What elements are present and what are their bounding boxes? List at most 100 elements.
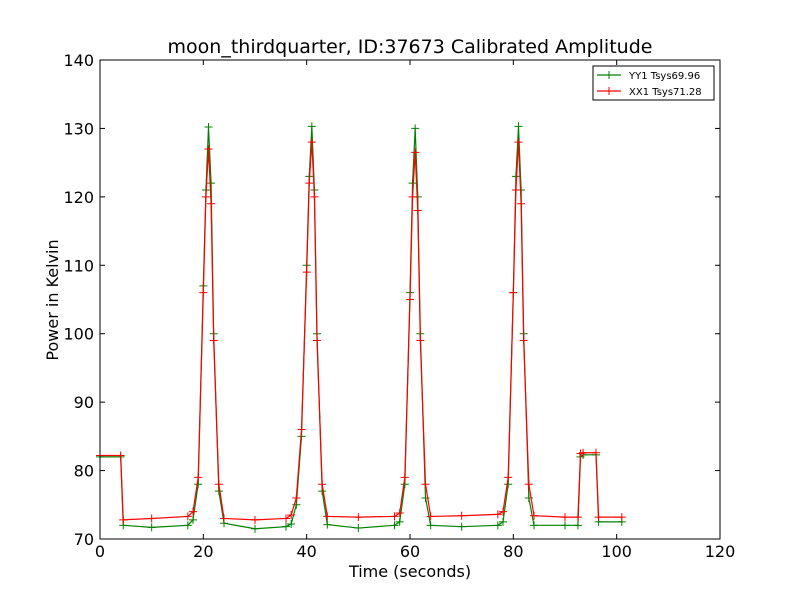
data-point: [297, 425, 306, 434]
data-point: [183, 521, 192, 530]
series-line: [100, 126, 622, 530]
data-point: [524, 480, 533, 489]
legend-marker: [605, 87, 613, 95]
data-point: [592, 448, 600, 457]
data-point: [395, 517, 404, 526]
data-point: [411, 148, 420, 157]
data-point: [579, 448, 588, 457]
y-tick-label: 70: [74, 530, 94, 549]
data-point: [413, 206, 422, 215]
data-point: [493, 521, 502, 530]
y-tick-label: 120: [63, 188, 94, 207]
data-point: [511, 186, 520, 195]
data-point: [209, 336, 218, 345]
legend: YY1 Tsys69.96 XX1 Tsys71.28: [592, 65, 715, 101]
x-axis-label: Time (seconds): [348, 562, 471, 581]
legend-box: [592, 65, 715, 101]
data-point: [307, 138, 316, 147]
y-tick-label: 130: [63, 119, 94, 138]
data-point: [183, 512, 192, 521]
chart-title: moon_thirdquarter, ID:37673 Calibrated A…: [168, 36, 653, 58]
data-point: [220, 514, 228, 523]
legend-marker: [605, 71, 613, 79]
x-tick-label: 40: [296, 542, 316, 561]
series-1: [96, 138, 626, 524]
data-point: [354, 513, 363, 522]
data-point: [116, 451, 125, 460]
data-point: [204, 123, 213, 132]
data-point: [318, 480, 327, 489]
data-point: [499, 507, 507, 516]
data-point: [411, 124, 420, 133]
plot-frame: [99, 59, 721, 540]
data-point: [323, 520, 332, 529]
y-tick-label: 80: [74, 462, 94, 481]
y-tick-label: 100: [63, 325, 94, 344]
data-point: [318, 487, 327, 496]
data-point: [147, 514, 156, 523]
data-point: [517, 199, 526, 208]
axis-ticks: 0 20 40 60 80 100 120 70 80 90 100 110 120 130 140: [63, 51, 735, 561]
data-point: [194, 473, 203, 482]
data-point: [617, 513, 626, 522]
series-0: [96, 122, 626, 533]
data-point: [561, 521, 569, 530]
data-point: [499, 517, 507, 526]
data-point: [514, 138, 523, 147]
data-point: [426, 521, 435, 530]
data-point: [310, 192, 319, 201]
data-point: [504, 480, 513, 489]
data-point: [530, 521, 538, 530]
data-point: [416, 336, 425, 345]
data-point: [189, 507, 197, 516]
data-point: [302, 268, 311, 277]
data-point: [561, 513, 569, 522]
data-point: [207, 179, 216, 188]
y-tick-label: 90: [74, 393, 94, 412]
data-point: [457, 522, 466, 531]
data-point: [457, 511, 466, 520]
data-point: [119, 515, 128, 524]
data-point: [509, 288, 518, 297]
data-point: [282, 514, 290, 523]
data-point: [354, 524, 363, 533]
data-point: [287, 519, 296, 528]
data-point: [519, 336, 528, 345]
x-tick-label: 0: [95, 542, 105, 561]
data-point: [305, 179, 314, 188]
y-tick-label: 140: [63, 51, 94, 70]
data-point: [307, 122, 316, 131]
data-point: [400, 473, 409, 482]
y-tick-label: 110: [63, 256, 94, 275]
data-point: [408, 192, 417, 201]
data-point: [292, 493, 301, 502]
x-tick-label: 80: [503, 542, 523, 561]
data-point: [323, 512, 332, 521]
data-point: [282, 522, 290, 531]
legend-label: XX1 Tsys71.28: [629, 87, 702, 98]
x-tick-label: 120: [705, 542, 736, 561]
data-point: [395, 508, 404, 517]
data-point: [421, 480, 430, 489]
data-point: [408, 179, 417, 188]
data-point: [287, 511, 296, 520]
data-point: [204, 144, 213, 153]
data-point: [530, 511, 538, 520]
data-point: [390, 521, 399, 530]
data-point: [594, 513, 603, 522]
data-point: [493, 510, 502, 519]
data-point: [573, 521, 582, 530]
data-point: [214, 487, 223, 496]
data-point: [214, 480, 223, 489]
series-line: [100, 142, 622, 521]
data-point: [313, 336, 321, 345]
data-point: [406, 295, 414, 304]
data-point: [201, 192, 210, 201]
data-point: [194, 480, 203, 489]
data-point: [504, 473, 513, 482]
data-point: [426, 512, 435, 521]
x-tick-label: 100: [601, 542, 632, 561]
data-point: [147, 523, 156, 532]
plot-area: [96, 122, 626, 533]
